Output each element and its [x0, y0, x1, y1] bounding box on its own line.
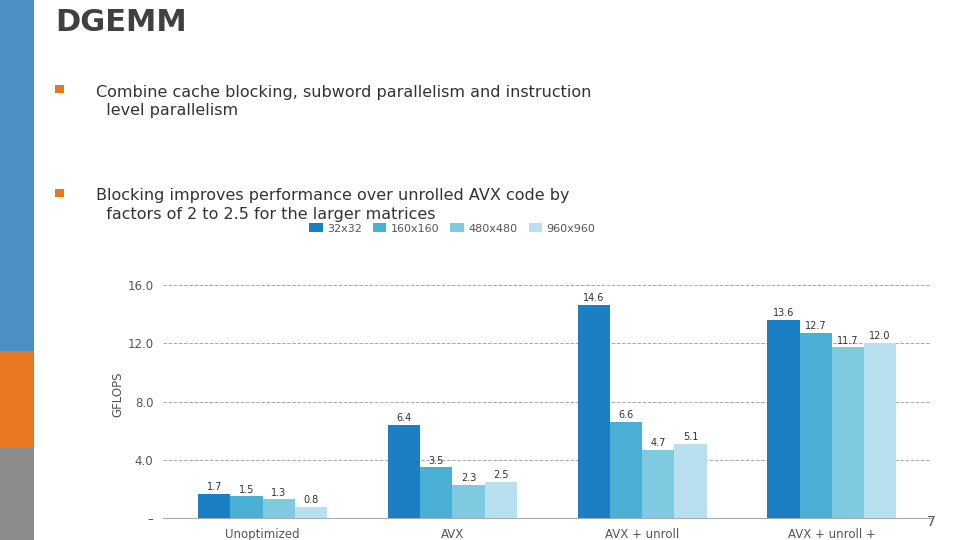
Text: Blocking improves performance over unrolled AVX code by
  factors of 2 to 2.5 fo: Blocking improves performance over unrol… [96, 188, 570, 222]
Text: 5.1: 5.1 [683, 432, 698, 442]
Text: 0.8: 0.8 [303, 495, 319, 505]
Text: 6.4: 6.4 [396, 413, 412, 423]
Bar [767, 320, 800, 518]
Bar [610, 422, 642, 518]
Bar [295, 507, 327, 518]
Bar [55, 85, 63, 93]
Bar [198, 494, 230, 518]
Bar [674, 444, 707, 518]
Text: 12.0: 12.0 [870, 332, 891, 341]
Y-axis label: GFLOPS: GFLOPS [111, 372, 125, 417]
Text: DGEMM: DGEMM [55, 9, 186, 37]
Bar [55, 189, 63, 197]
Text: Combine cache blocking, subword parallelism and instruction
  level parallelism: Combine cache blocking, subword parallel… [96, 85, 591, 118]
Text: 6.6: 6.6 [618, 410, 634, 420]
Bar [642, 450, 674, 518]
Bar [452, 485, 485, 518]
Bar [388, 425, 420, 518]
Text: 1.3: 1.3 [271, 488, 286, 498]
Text: 13.6: 13.6 [773, 308, 794, 318]
Bar [831, 347, 864, 518]
Text: 2.3: 2.3 [461, 473, 476, 483]
Text: 3.5: 3.5 [428, 456, 444, 465]
Bar [0, 0, 34, 351]
Text: 1.7: 1.7 [206, 482, 222, 492]
Text: 14.6: 14.6 [583, 293, 605, 303]
Text: 2.5: 2.5 [493, 470, 509, 480]
Legend: 32x32, 160x160, 480x480, 960x960: 32x32, 160x160, 480x480, 960x960 [307, 221, 597, 236]
Bar [420, 467, 452, 518]
Bar [800, 333, 831, 518]
Bar [0, 448, 34, 540]
Bar [263, 500, 295, 518]
Bar [578, 305, 610, 518]
Text: 1.5: 1.5 [239, 485, 254, 495]
Bar [485, 482, 516, 518]
Text: 12.7: 12.7 [804, 321, 827, 331]
Bar [864, 343, 897, 518]
Bar [0, 351, 34, 448]
Text: 4.7: 4.7 [651, 438, 666, 448]
Text: 11.7: 11.7 [837, 336, 858, 346]
Text: 7: 7 [927, 515, 936, 529]
Bar [230, 496, 263, 518]
